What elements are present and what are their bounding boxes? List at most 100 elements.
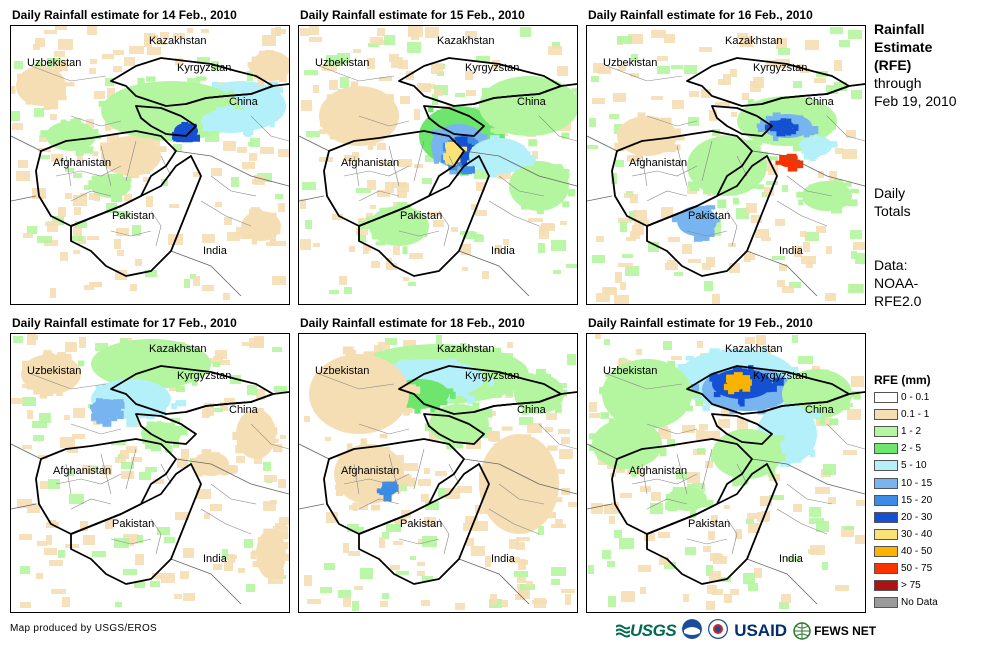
- focus-country-boundary: [358, 155, 490, 277]
- sidebar-data-source: Data: NOAA- RFE2.0: [874, 256, 921, 310]
- panel-title: Daily Rainfall estimate for 17 Feb., 201…: [12, 316, 237, 330]
- admin-boundary: [538, 115, 577, 142]
- focus-country-boundary: [473, 83, 577, 105]
- country-boundary: [463, 150, 577, 187]
- country-boundary: [751, 458, 865, 495]
- country-boundary: [170, 558, 242, 605]
- sidebar-heading: Rainfall Estimate (RFE): [874, 20, 932, 74]
- focus-country-boundary: [323, 438, 465, 535]
- noaa-seal-icon: [682, 618, 703, 644]
- country-boundary: [587, 443, 618, 460]
- place-label-china: China: [229, 96, 258, 108]
- rainfall-panel-feb16: Daily Rainfall estimate for 16 Feb., 201…: [586, 8, 866, 310]
- fews-net-logo: FEWS NET: [793, 622, 876, 640]
- place-label-afghanistan: Afghanistan: [341, 465, 400, 477]
- focus-country-boundary: [70, 155, 202, 277]
- legend-item: 30 - 40: [874, 528, 932, 541]
- admin-boundary: [701, 140, 713, 182]
- heading-line: Rainfall: [874, 21, 925, 37]
- admin-boundary: [398, 538, 440, 545]
- admin-boundary: [55, 165, 122, 177]
- legend-item: 2 - 5: [874, 442, 921, 455]
- data-text: NOAA-: [874, 275, 919, 291]
- focus-country-boundary: [185, 391, 289, 413]
- focus-country-boundary: [185, 83, 289, 105]
- usaid-logo: USAID: [734, 621, 788, 640]
- country-boundary: [463, 458, 577, 495]
- admin-boundary: [70, 423, 122, 435]
- focus-country-boundary: [711, 413, 773, 445]
- country-boundary: [299, 443, 330, 460]
- admin-boundary: [110, 230, 152, 237]
- legend-swatch: [874, 460, 898, 472]
- admin-boundary: [726, 518, 738, 555]
- legend-label: 10 - 15: [901, 477, 933, 489]
- place-label-kazakhstan: Kazakhstan: [437, 343, 495, 355]
- legend-label: 40 - 50: [901, 545, 933, 557]
- nws-seal-icon: [707, 618, 729, 644]
- admin-boundary: [358, 423, 410, 435]
- legend-item: 0 - 0.1: [874, 391, 929, 404]
- rainfall-map: Kazakhstan Uzbekistan Kyrgyzstan China Afgha…: [298, 25, 578, 305]
- place-label-kazakhstan: Kazakhstan: [725, 343, 783, 355]
- place-label-china: China: [805, 404, 834, 416]
- country-boundary: [175, 150, 289, 187]
- admin-boundary: [641, 463, 648, 495]
- country-boundary: [299, 195, 325, 202]
- usgs-logo: USGS: [616, 621, 677, 641]
- admin-boundary: [30, 373, 107, 390]
- legend-label: 0.1 - 1: [901, 409, 930, 421]
- legend-item: 10 - 15: [874, 477, 932, 490]
- focus-country-boundary: [473, 391, 577, 413]
- panel-title: Daily Rainfall estimate for 19 Feb., 201…: [588, 316, 813, 330]
- legend-item: 5 - 10: [874, 459, 927, 472]
- place-label-china: China: [805, 96, 834, 108]
- legend-swatch: [874, 409, 898, 421]
- admin-boundary: [250, 115, 289, 142]
- admin-boundary: [826, 423, 865, 450]
- admin-boundary: [631, 165, 698, 177]
- admin-boundary: [343, 473, 410, 485]
- legend-swatch: [874, 563, 898, 574]
- place-label-india: India: [203, 245, 227, 257]
- place-label-afghanistan: Afghanistan: [629, 465, 688, 477]
- country-boundary: [11, 195, 37, 202]
- place-label-uzbekistan: Uzbekistan: [603, 57, 658, 69]
- admin-boundary: [353, 463, 360, 495]
- country-boundary: [11, 135, 42, 152]
- focus-country-boundary: [135, 105, 197, 137]
- country-boundary: [587, 503, 613, 510]
- country-boundary: [587, 195, 613, 202]
- admin-boundary: [70, 115, 122, 127]
- place-label-kyrgyzstan: Kyrgyzstan: [465, 62, 520, 74]
- place-label-india: India: [779, 553, 803, 565]
- focus-country-boundary: [611, 438, 753, 535]
- focus-country-boundary: [358, 463, 490, 585]
- admin-boundary: [701, 448, 713, 490]
- focus-country-boundary: [35, 130, 177, 227]
- admin-boundary: [413, 140, 425, 182]
- place-label-uzbekistan: Uzbekistan: [27, 57, 82, 69]
- admin-boundary: [786, 175, 833, 197]
- admin-boundary: [646, 115, 698, 127]
- admin-boundary: [826, 115, 865, 142]
- daily-text: Totals: [874, 203, 911, 219]
- country-boundary: [458, 558, 530, 605]
- admin-boundary: [438, 210, 450, 247]
- legend-label: 20 - 30: [901, 511, 933, 523]
- legend-swatch: [874, 580, 898, 592]
- place-label-china: China: [517, 96, 546, 108]
- place-label-afghanistan: Afghanistan: [341, 157, 400, 169]
- focus-country-boundary: [423, 105, 485, 137]
- data-text: RFE2.0: [874, 293, 922, 309]
- rainfall-map: Kazakhstan Uzbekistan Kyrgyzstan China Afgha…: [586, 25, 866, 305]
- country-boundary: [170, 250, 242, 297]
- country-boundary: [11, 443, 42, 460]
- legend-item: > 75: [874, 579, 921, 592]
- usgs-wave-icon: [616, 624, 630, 638]
- country-boundary: [458, 250, 530, 297]
- admin-boundary: [786, 483, 833, 505]
- place-label-india: India: [203, 553, 227, 565]
- legend-swatch: [874, 443, 898, 455]
- admin-boundary: [343, 165, 410, 177]
